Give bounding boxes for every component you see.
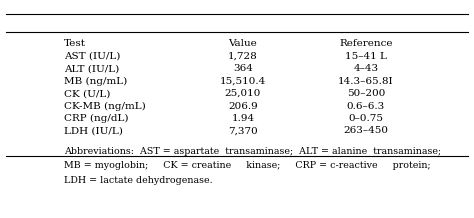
Text: 15,510.4: 15,510.4 <box>220 77 266 86</box>
Text: 14.3–65.8Ι: 14.3–65.8Ι <box>338 77 394 86</box>
Text: Abbreviations:  AST = aspartate  transaminase;  ALT = alanine  transaminase;: Abbreviations: AST = aspartate transamin… <box>64 147 441 156</box>
Text: AST (IU/L): AST (IU/L) <box>64 52 120 61</box>
Text: CK (U/L): CK (U/L) <box>64 89 110 98</box>
Text: CRP (ng/dL): CRP (ng/dL) <box>64 114 128 123</box>
Text: CK-MB (ng/mL): CK-MB (ng/mL) <box>64 102 146 111</box>
Text: Test: Test <box>64 39 86 48</box>
Text: 263–450: 263–450 <box>344 126 389 135</box>
Text: 7,370: 7,370 <box>228 126 258 135</box>
Text: LDH (IU/L): LDH (IU/L) <box>64 126 123 135</box>
Text: Value: Value <box>228 39 257 48</box>
Text: ALT (IU/L): ALT (IU/L) <box>64 64 119 73</box>
Text: Reference: Reference <box>339 39 393 48</box>
Text: MB = myoglobin;     CK = creatine     kinase;     CRP = c-reactive     protein;: MB = myoglobin; CK = creatine kinase; CR… <box>64 161 430 170</box>
Text: 206.9: 206.9 <box>228 102 258 111</box>
Text: 0.6–6.3: 0.6–6.3 <box>347 102 385 111</box>
Text: 1.94: 1.94 <box>231 114 255 123</box>
Text: 4–43: 4–43 <box>354 64 379 73</box>
Text: 15–41 L: 15–41 L <box>345 52 387 61</box>
Text: 50–200: 50–200 <box>347 89 385 98</box>
Text: LDH = lactate dehydrogenase.: LDH = lactate dehydrogenase. <box>64 176 212 185</box>
Text: 364: 364 <box>233 64 253 73</box>
Text: MB (ng/mL): MB (ng/mL) <box>64 77 127 86</box>
Text: 0–0.75: 0–0.75 <box>348 114 383 123</box>
Text: 25,010: 25,010 <box>225 89 261 98</box>
Text: 1,728: 1,728 <box>228 52 258 61</box>
